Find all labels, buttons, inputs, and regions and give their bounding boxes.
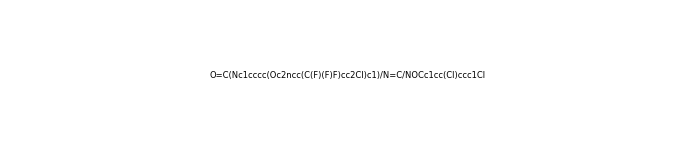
Text: O=C(Nc1cccc(Oc2ncc(C(F)(F)F)cc2Cl)c1)/N=C/NOCc1cc(Cl)ccc1Cl: O=C(Nc1cccc(Oc2ncc(C(F)(F)F)cc2Cl)c1)/N=… — [210, 71, 486, 80]
